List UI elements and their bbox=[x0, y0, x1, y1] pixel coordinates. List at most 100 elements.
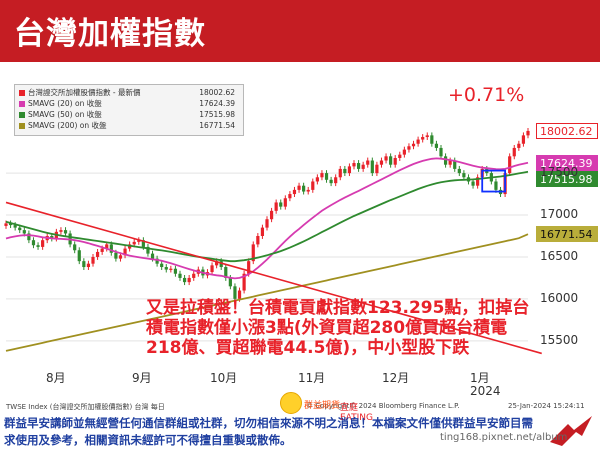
x-tick-label: 1月 2024 bbox=[470, 371, 501, 398]
candle-body bbox=[123, 248, 127, 256]
candle-body bbox=[347, 166, 352, 174]
candle-body bbox=[178, 273, 182, 278]
chart-legend: 台灣證交所加權股價指數 - 最新價 18002.62 SMAVG (20) on … bbox=[14, 84, 244, 136]
candle-body bbox=[306, 189, 310, 192]
candle-body bbox=[146, 246, 150, 254]
candle-body bbox=[517, 143, 521, 148]
candle-body bbox=[370, 160, 374, 174]
page-title: 台灣加權指數 bbox=[14, 16, 206, 52]
legend-swatch-icon bbox=[19, 112, 25, 118]
candle-body bbox=[476, 177, 480, 186]
candle-body bbox=[22, 230, 26, 234]
candle-body bbox=[439, 147, 443, 157]
legend-value: 16771.54 bbox=[199, 121, 235, 130]
candle-body bbox=[228, 277, 232, 287]
candle-body bbox=[512, 147, 516, 157]
candle-body bbox=[173, 268, 178, 274]
legend-label: SMAVG (200) on 收盤 bbox=[28, 121, 107, 130]
candle-body bbox=[114, 252, 118, 259]
candle-body bbox=[311, 181, 315, 190]
candle-body bbox=[384, 156, 388, 161]
candle-body bbox=[109, 244, 113, 253]
header-bar: 台灣加權指數 bbox=[0, 0, 600, 62]
candle-body bbox=[210, 265, 214, 273]
candle-body bbox=[411, 143, 416, 147]
candle-body bbox=[164, 267, 168, 270]
candle-body bbox=[100, 248, 104, 252]
candle-body bbox=[73, 244, 77, 251]
candle-body bbox=[36, 245, 40, 247]
x-tick-label: 10月 bbox=[210, 371, 238, 385]
candle-body bbox=[192, 273, 196, 278]
logo-text-2: 宜庭EATING bbox=[340, 403, 374, 423]
candle-body bbox=[41, 240, 45, 247]
highlight-box bbox=[481, 169, 507, 193]
candle-body bbox=[407, 146, 411, 150]
candle-body bbox=[237, 290, 242, 299]
y-tick-label: 17000 bbox=[540, 207, 579, 222]
candle-body bbox=[233, 286, 237, 299]
candle-body bbox=[521, 135, 526, 144]
candle-body bbox=[224, 267, 228, 278]
candle-body bbox=[118, 255, 123, 259]
candle-body bbox=[91, 256, 95, 264]
price-tag-sma50: 17515.98 bbox=[536, 170, 598, 187]
x-tick-label: 8月 bbox=[46, 371, 66, 385]
brand-logo: 群益期貨 宜庭EATING bbox=[280, 392, 390, 423]
series-line-sma200 bbox=[5, 233, 529, 352]
candle-body bbox=[18, 227, 22, 231]
candle-body bbox=[82, 261, 86, 268]
album-url: ting168.pixnet.net/album bbox=[440, 432, 568, 443]
legend-label: SMAVG (20) on 收盤 bbox=[28, 99, 102, 108]
candle-body bbox=[430, 135, 434, 144]
legend-value: 17624.39 bbox=[199, 99, 235, 108]
x-tick-label: 9月 bbox=[132, 371, 152, 385]
candle-body bbox=[366, 160, 370, 165]
candle-body bbox=[105, 244, 109, 249]
candle-body bbox=[356, 163, 361, 169]
candle-body bbox=[398, 154, 402, 158]
candle-body bbox=[63, 230, 68, 234]
candle-body bbox=[251, 244, 255, 262]
candle-body bbox=[297, 185, 301, 190]
candle-body bbox=[443, 156, 448, 165]
candle-body bbox=[260, 227, 265, 236]
candle-body bbox=[361, 164, 365, 169]
legend-swatch-icon bbox=[19, 90, 25, 96]
candle-body bbox=[292, 189, 297, 195]
price-tag-sma200: 16771.54 bbox=[536, 226, 598, 243]
series-line-sma50 bbox=[5, 170, 529, 263]
candle-body bbox=[343, 168, 347, 174]
y-tick-label: 16000 bbox=[540, 290, 579, 305]
candle-body bbox=[160, 263, 164, 268]
y-tick-label: 17500 bbox=[540, 165, 579, 180]
price-tag-sma20: 17624.39 bbox=[536, 154, 598, 171]
candle-body bbox=[389, 156, 393, 165]
candle-body bbox=[352, 163, 356, 167]
candle-body bbox=[434, 143, 439, 148]
candle-body bbox=[95, 251, 100, 257]
candle-body bbox=[324, 173, 329, 180]
trend-line bbox=[5, 201, 542, 355]
candle-body bbox=[416, 139, 420, 144]
candle-body bbox=[375, 164, 379, 174]
candle-body bbox=[494, 181, 498, 190]
candle-body bbox=[247, 261, 251, 274]
chart-footer: TWSE Index (台灣證交所加權股價指數) 台灣 每日 © Copyrig… bbox=[6, 402, 596, 414]
disclaimer-text: 群益早安講師並無經營任何通信群組或社群，切勿相信來源不明之消息！本檔案文件僅供群… bbox=[4, 416, 533, 447]
bird-logo-icon bbox=[550, 416, 592, 446]
candle-body bbox=[338, 168, 342, 178]
candle-body bbox=[453, 160, 457, 169]
candle-body bbox=[302, 185, 306, 192]
candle-body bbox=[132, 241, 136, 245]
candle-body bbox=[242, 273, 246, 291]
candle-body bbox=[279, 202, 283, 207]
x-tick-label: 12月 bbox=[382, 371, 410, 385]
legend-value: 17515.98 bbox=[199, 110, 235, 119]
candle-body bbox=[421, 137, 425, 140]
candle-body bbox=[182, 277, 187, 283]
candle-body bbox=[86, 263, 91, 268]
candle-body bbox=[215, 261, 219, 266]
candle-body bbox=[187, 277, 191, 283]
legend-swatch-icon bbox=[19, 101, 25, 107]
